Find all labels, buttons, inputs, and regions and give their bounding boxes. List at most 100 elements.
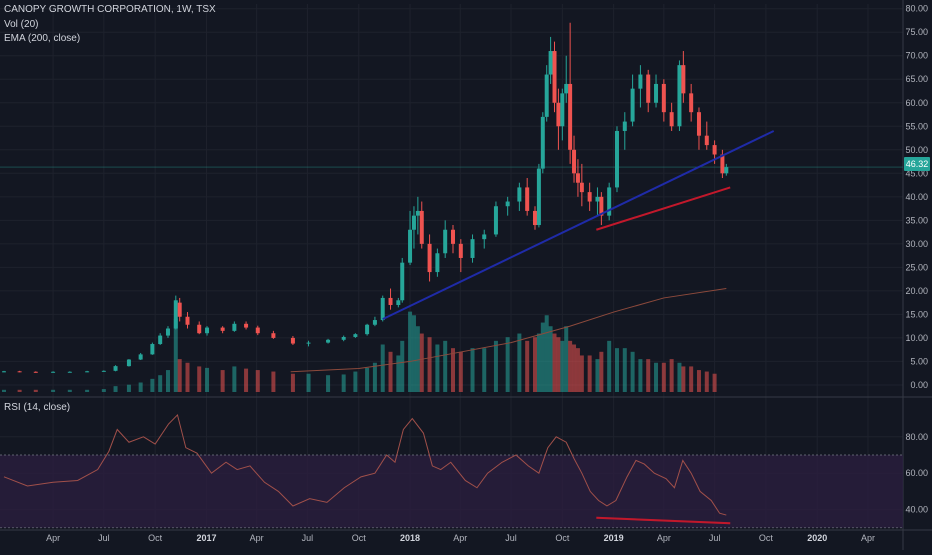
volume-bar xyxy=(85,389,90,392)
volume-bar xyxy=(205,367,210,392)
candle-body xyxy=(451,229,455,244)
candle-body xyxy=(630,88,635,122)
volume-bar xyxy=(341,374,346,392)
price-tick-label: 45.00 xyxy=(905,168,928,178)
candle-body xyxy=(419,210,424,244)
candle-body xyxy=(427,243,432,273)
volume-bar xyxy=(493,340,498,392)
volume-bar xyxy=(482,348,487,392)
price-tick-label: 50.00 xyxy=(905,145,928,155)
time-tick-label: Apr xyxy=(250,533,264,543)
candle-body xyxy=(532,210,537,226)
volume-bar xyxy=(427,337,432,392)
candle-body xyxy=(724,167,729,174)
candle-body xyxy=(638,74,643,89)
time-tick-label: Apr xyxy=(861,533,875,543)
price-tick-label: 35.00 xyxy=(905,215,928,225)
candle-body xyxy=(572,149,577,174)
rsi-line xyxy=(3,413,727,516)
time-tick-label: 2019 xyxy=(604,533,624,543)
volume-bar xyxy=(126,384,131,392)
volume-bar xyxy=(173,318,178,392)
price-trendline xyxy=(382,130,775,321)
candle-body xyxy=(372,320,377,325)
candle-body xyxy=(587,192,592,202)
candle-body xyxy=(150,344,155,355)
price-tick-label: 55.00 xyxy=(905,121,928,131)
candle-body xyxy=(720,154,725,174)
volume-bar xyxy=(415,326,420,392)
volume-bar xyxy=(560,340,565,392)
candle-body xyxy=(482,234,487,240)
candle-body xyxy=(165,328,170,336)
candle-body xyxy=(408,229,413,263)
volume-bar xyxy=(614,348,619,392)
volume-bar xyxy=(572,344,577,392)
candle-body xyxy=(365,324,370,335)
candle-body xyxy=(415,210,420,216)
volume-bar xyxy=(435,344,440,392)
volume-bar xyxy=(326,375,331,392)
volume-bar xyxy=(158,375,163,392)
candle-body xyxy=(575,173,580,183)
ema-legend: EMA (200, close) xyxy=(4,33,81,44)
price-tick-label: 75.00 xyxy=(905,27,928,37)
candle-body xyxy=(113,366,118,371)
volume-bar xyxy=(607,340,612,392)
candle-body xyxy=(197,324,202,334)
time-tick-label: Jul xyxy=(709,533,721,543)
candle-body xyxy=(138,354,143,360)
time-tick-label: Apr xyxy=(453,533,467,543)
time-tick-label: Oct xyxy=(352,533,367,543)
volume-bar xyxy=(517,333,522,392)
rsi-band xyxy=(0,454,903,528)
last-price-tag: 46.32 xyxy=(904,157,930,171)
volume-bar xyxy=(244,368,249,392)
candle-body xyxy=(101,370,106,372)
volume-bar xyxy=(536,333,541,392)
candle-body xyxy=(255,327,260,334)
price-tick-label: 40.00 xyxy=(905,192,928,202)
candle-body xyxy=(51,371,56,373)
volume-bar xyxy=(654,362,659,392)
price-tick-label: 5.00 xyxy=(910,356,928,366)
volume-bar xyxy=(704,371,709,392)
volume-bar xyxy=(630,351,635,392)
price-tick-label: 65.00 xyxy=(905,74,928,84)
candle-body xyxy=(173,300,178,329)
volume-bar xyxy=(67,389,72,392)
candle-body xyxy=(556,102,561,127)
volume-bar xyxy=(544,315,549,392)
candle-body xyxy=(326,339,331,343)
price-tick-label: 0.00 xyxy=(910,380,928,390)
candle-body xyxy=(681,65,686,94)
volume-bar xyxy=(587,355,592,392)
candle-body xyxy=(614,130,619,188)
chart-title: CANOPY GROWTH CORPORATION, 1W, TSX xyxy=(4,4,216,15)
volume-bar xyxy=(638,359,643,392)
candle-body xyxy=(540,116,545,169)
price-tick-label: 70.00 xyxy=(905,51,928,61)
volume-bar xyxy=(380,344,385,392)
candle-body xyxy=(67,371,72,373)
candle-body xyxy=(177,302,182,317)
time-tick-label: Oct xyxy=(148,533,163,543)
volume-bar xyxy=(408,311,413,392)
time-tick-label: Apr xyxy=(46,533,60,543)
price-tick-label: 80.00 xyxy=(905,4,928,14)
price-tick-label: 25.00 xyxy=(905,262,928,272)
ema-line xyxy=(290,288,727,373)
candle-body xyxy=(271,333,276,338)
candle-body xyxy=(396,300,401,305)
candle-body xyxy=(599,196,604,216)
candle-body xyxy=(505,201,510,207)
time-tick-label: Jul xyxy=(505,533,517,543)
volume-bar xyxy=(661,362,666,392)
volume-bar xyxy=(532,337,537,392)
volume-bar xyxy=(33,389,38,392)
volume-bar xyxy=(177,359,182,392)
volume-bar xyxy=(255,370,260,392)
rsi-tick-label: 60.00 xyxy=(905,468,928,478)
